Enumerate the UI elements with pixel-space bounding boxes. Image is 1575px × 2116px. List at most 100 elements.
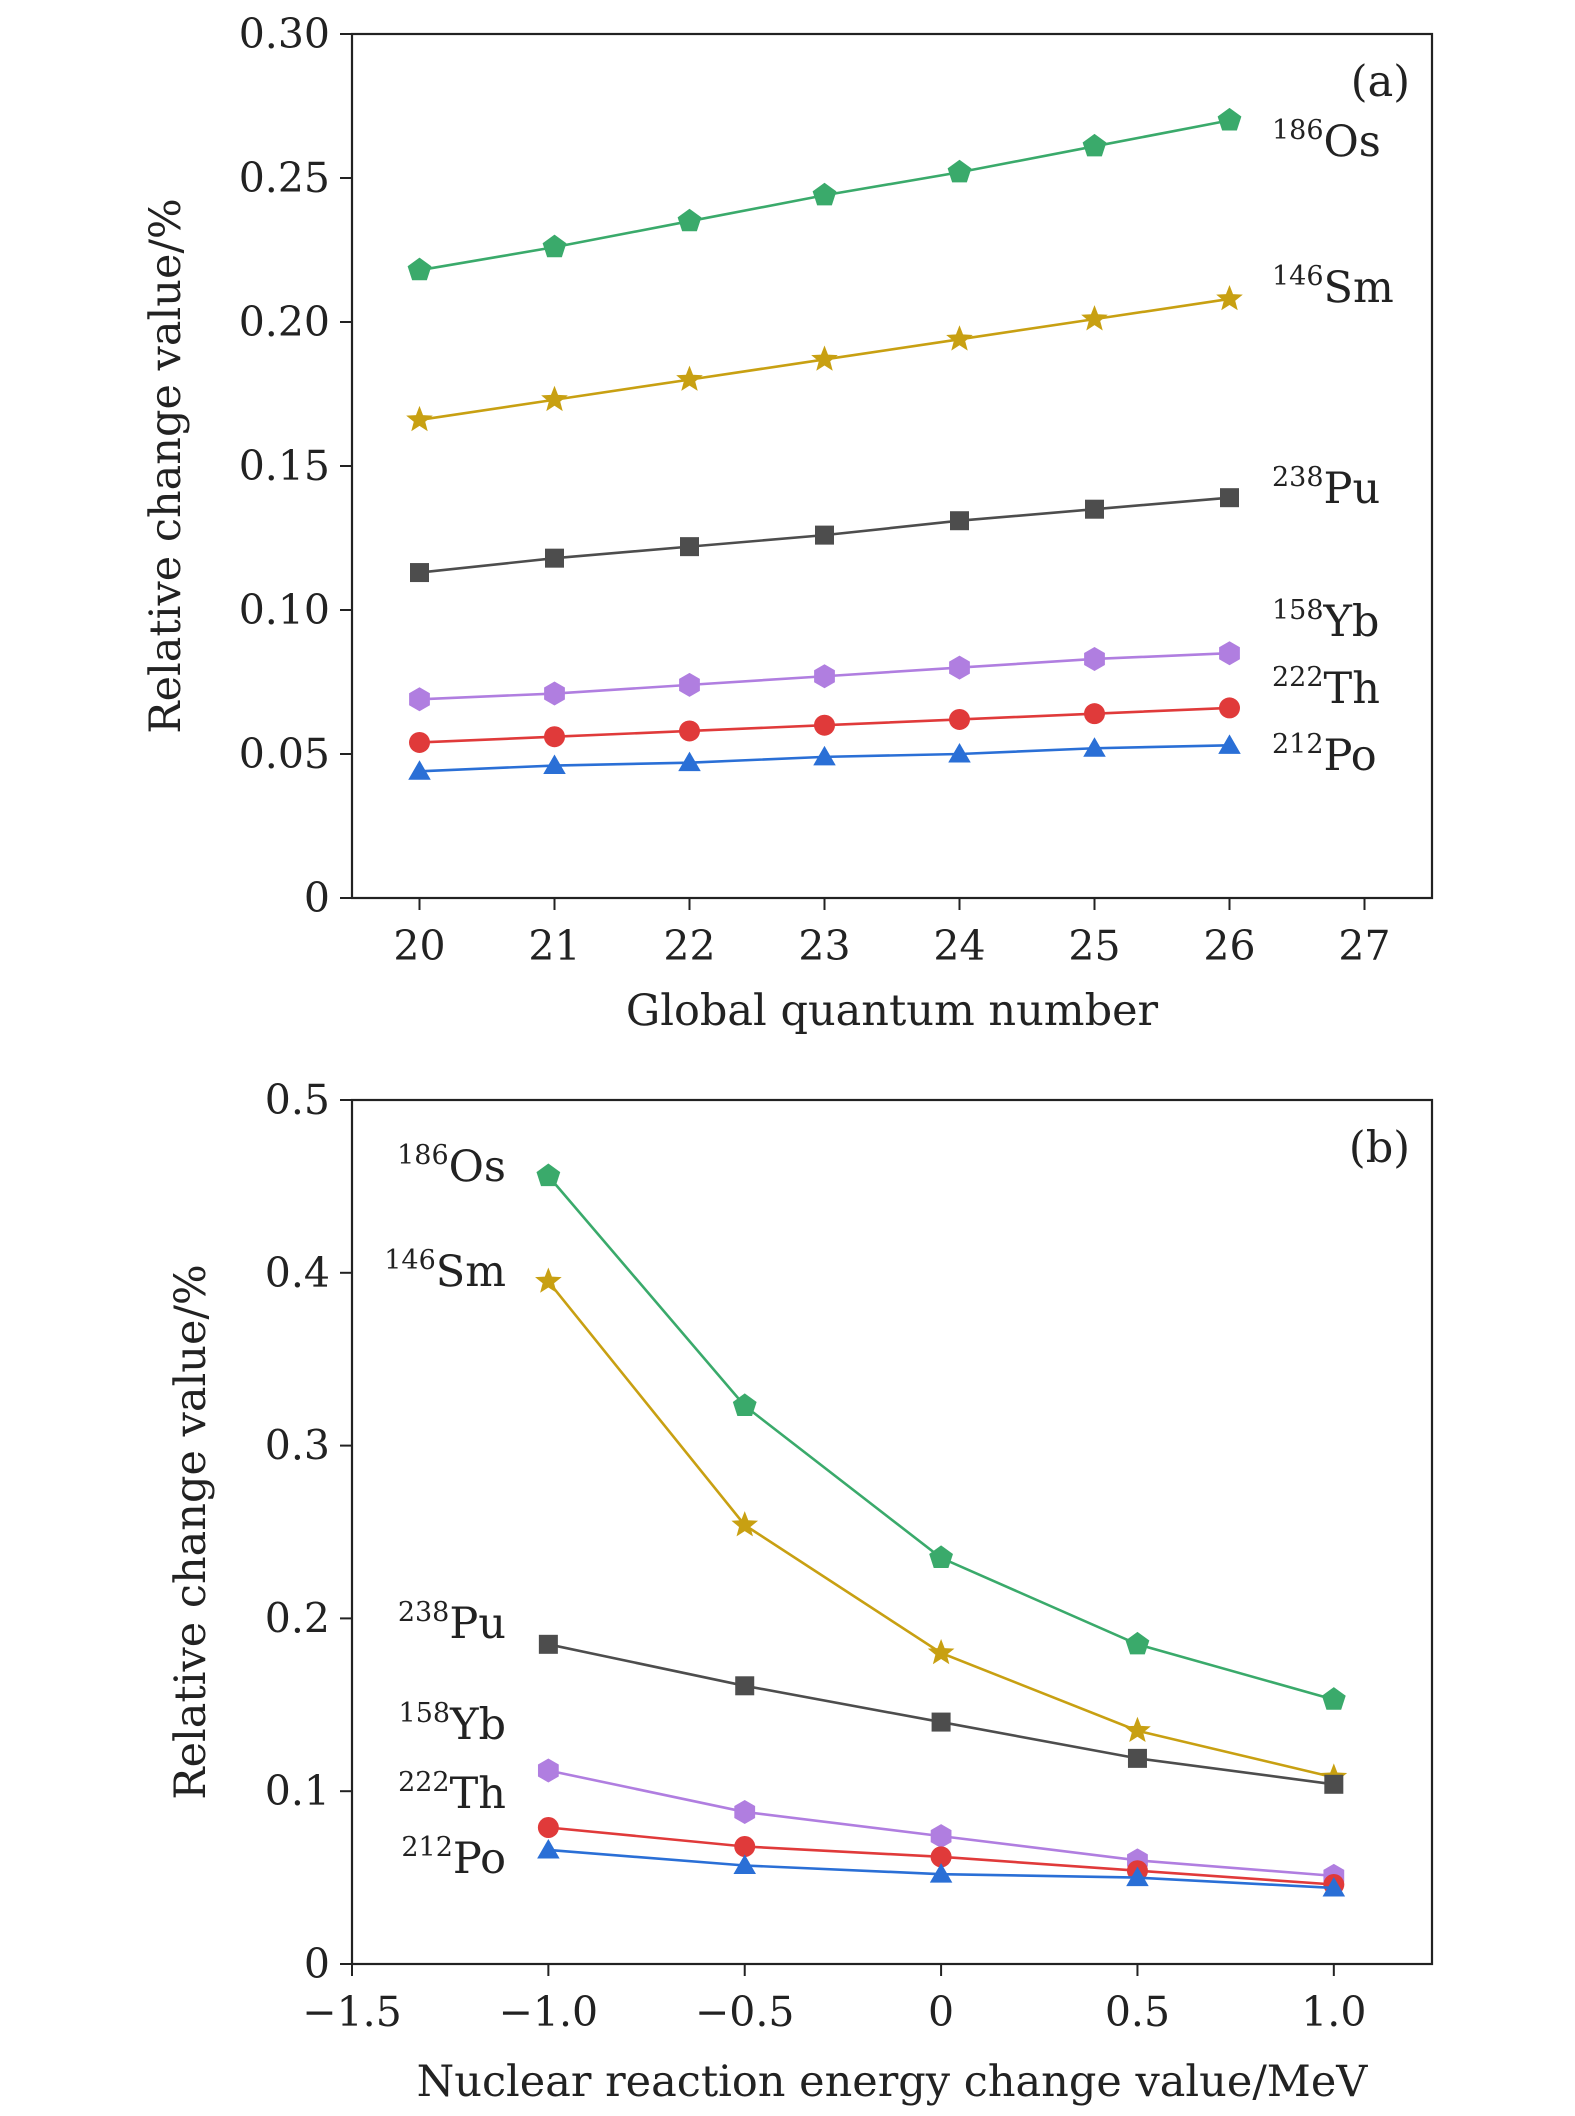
series-238pu	[538, 1634, 1344, 1794]
y-tick-label: 0.10	[239, 586, 330, 634]
data-point-238pu	[538, 1634, 558, 1654]
data-point-212po	[929, 1863, 953, 1883]
x-axis-label: Nuclear reaction energy change value/MeV	[417, 2057, 1369, 2107]
isotope-mass-number: 238	[1272, 462, 1324, 493]
series-line-186os	[547, 1175, 1335, 1701]
series-158yb	[409, 641, 1240, 712]
isotope-element: Yb	[449, 1700, 506, 1750]
isotope-element: Th	[450, 1769, 506, 1819]
isotope-mass-number: 186	[1272, 115, 1324, 146]
x-tick-label: 22	[663, 922, 715, 970]
series-label-212po: 212Po	[401, 1832, 506, 1884]
data-point-146sm	[1081, 305, 1108, 331]
series-146sm	[535, 1267, 1348, 1789]
x-tick-label: −0.5	[695, 1988, 795, 2036]
isotope-element: Th	[1324, 664, 1380, 714]
data-point-146sm	[535, 1267, 562, 1293]
data-point-222th	[734, 1835, 756, 1857]
data-point-158yb	[949, 655, 970, 680]
data-point-186os	[732, 1393, 757, 1416]
series-186os	[536, 1163, 1346, 1710]
data-point-158yb	[544, 681, 565, 706]
data-point-212po	[733, 1854, 756, 1874]
series-label-186os: 186Os	[397, 1140, 506, 1192]
y-tick-label: 0.05	[239, 730, 330, 778]
y-tick-label: 0.3	[265, 1422, 330, 1470]
isotope-mass-number: 146	[384, 1245, 436, 1276]
data-point-186os	[1321, 1687, 1346, 1710]
data-point-212po	[1126, 1866, 1149, 1887]
data-point-158yb	[930, 1824, 952, 1849]
data-point-186os	[407, 257, 432, 281]
isotope-mass-number: 212	[1272, 729, 1324, 760]
series-label-146sm: 146Sm	[1272, 261, 1394, 313]
series-label-238pu: 238Pu	[1272, 462, 1380, 514]
series-label-186os: 186Os	[1272, 115, 1381, 167]
isotope-mass-number: 146	[1272, 261, 1324, 292]
data-point-146sm	[406, 405, 433, 432]
data-point-212po	[948, 743, 971, 763]
data-point-238pu	[1324, 1774, 1344, 1794]
data-point-186os	[947, 159, 972, 183]
series-line-146sm	[547, 1280, 1335, 1779]
series-label-212po: 212Po	[1272, 729, 1377, 781]
isotope-element: Yb	[1323, 597, 1380, 647]
isotope-mass-number: 158	[1272, 595, 1324, 626]
data-point-222th	[544, 726, 565, 748]
data-point-222th	[1084, 703, 1105, 725]
data-point-212po	[678, 751, 701, 772]
isotope-element: Pu	[449, 1599, 506, 1649]
data-point-158yb	[679, 672, 700, 697]
x-tick-label: 1.0	[1301, 1988, 1366, 2036]
data-point-146sm	[731, 1511, 759, 1537]
data-point-212po	[408, 760, 431, 780]
data-point-146sm	[811, 345, 838, 371]
data-point-158yb	[1084, 646, 1105, 671]
y-tick-label: 0	[304, 874, 330, 922]
isotope-element: Os	[1324, 117, 1381, 167]
data-point-146sm	[946, 325, 973, 351]
series-label-222th: 222Th	[1272, 662, 1380, 714]
data-point-238pu	[815, 525, 834, 545]
y-tick-label: 0.4	[265, 1249, 330, 1297]
data-point-186os	[542, 234, 567, 258]
series-222th	[409, 697, 1240, 753]
data-point-222th	[814, 714, 835, 736]
x-tick-label: 25	[1068, 922, 1120, 970]
series-label-146sm: 146Sm	[384, 1245, 506, 1297]
panel-label: (a)	[1351, 57, 1410, 107]
data-point-158yb	[734, 1799, 756, 1824]
x-tick-label: 0.5	[1105, 1988, 1170, 2036]
plot-frame	[350, 1098, 1434, 1966]
series-212po	[537, 1838, 1346, 1897]
y-tick-label: 0.15	[239, 442, 330, 490]
chart-panel-a: 20 21 22 23 24 25 26 27 0 0.05 0.10 0.15 0.20 0.25 0.3…	[141, 10, 1434, 1036]
isotope-element: Po	[453, 1834, 506, 1884]
y-tick-label: 0.1	[265, 1767, 330, 1815]
data-point-238pu	[680, 537, 699, 557]
series-238pu	[410, 488, 1239, 583]
isotope-element: Pu	[1324, 464, 1381, 514]
x-tick-label: 23	[798, 922, 850, 970]
series-146sm	[406, 284, 1243, 432]
series-label-222th: 222Th	[398, 1767, 506, 1819]
x-tick-label: −1.0	[499, 1988, 599, 2036]
data-point-212po	[543, 754, 566, 775]
data-point-158yb	[1219, 641, 1240, 666]
y-tick-label: 0	[304, 1940, 330, 1988]
data-point-146sm	[1124, 1716, 1151, 1743]
data-point-186os	[1217, 107, 1242, 131]
x-tick-label: 21	[528, 922, 580, 970]
data-point-238pu	[735, 1676, 755, 1696]
data-point-146sm	[927, 1638, 955, 1665]
y-axis-label: Relative change value/%	[166, 1264, 216, 1800]
data-point-238pu	[1085, 499, 1104, 519]
isotope-mass-number: 186	[397, 1140, 449, 1171]
series-label-158yb: 158Yb	[399, 1698, 506, 1750]
y-tick-label: 0.5	[265, 1076, 330, 1124]
chart-panel-b: −1.5 −1.0 −0.5 0 0.5 1.0 0 0.1 0.2 0.3 0.4 0.5 Nucle…	[166, 1076, 1434, 2107]
data-point-238pu	[950, 511, 969, 531]
data-point-222th	[1219, 697, 1240, 719]
data-point-146sm	[676, 365, 703, 391]
data-point-158yb	[409, 687, 430, 712]
